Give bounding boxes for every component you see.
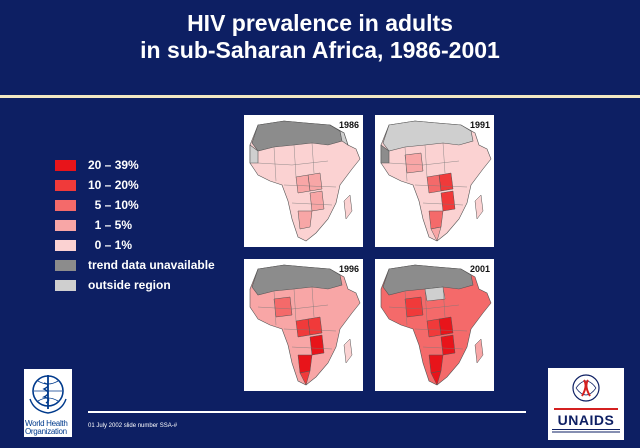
who-logo-text: World Health Organization — [24, 420, 72, 436]
legend-label: 0 – 1% — [88, 238, 133, 252]
map-1986: 1986 — [244, 115, 363, 247]
legend-item-1-5: 1 – 5% — [55, 215, 215, 235]
africa-map-1991 — [380, 120, 492, 242]
title-line-1: HIV prevalence in adults — [187, 10, 453, 36]
legend-swatch — [55, 279, 76, 291]
africa-map-1986 — [246, 117, 362, 242]
legend-item-0-1: 0 – 1% — [55, 235, 215, 255]
legend: 20 – 39% 10 – 20% 5 – 10% 1 – 5% 0 – 1% … — [55, 155, 215, 295]
legend-label: 10 – 20% — [88, 178, 139, 192]
title-line-2: in sub-Saharan Africa, 1986-2001 — [140, 37, 500, 63]
legend-item-10-20: 10 – 20% — [55, 175, 215, 195]
map-year-label: 1996 — [338, 264, 359, 274]
legend-swatch — [55, 179, 76, 191]
legend-label: 20 – 39% — [88, 158, 139, 172]
africa-map-1996 — [249, 264, 361, 386]
map-year-label: 1986 — [338, 120, 359, 130]
legend-swatch — [55, 259, 76, 271]
unaids-emblem-icon — [572, 374, 600, 402]
legend-item-unavailable: trend data unavailable — [55, 255, 215, 275]
title-divider — [0, 95, 640, 98]
legend-swatch — [55, 239, 76, 251]
unaids-subtext — [550, 428, 622, 435]
footer-divider — [88, 411, 526, 413]
who-name-line-1: World Health — [25, 419, 68, 428]
unaids-logo: UNAIDS — [548, 368, 624, 440]
slide-footnote: 01 July 2002 slide number SSA-# — [88, 423, 178, 429]
legend-label: trend data unavailable — [88, 258, 215, 272]
map-year-label: 1991 — [469, 120, 490, 130]
unaids-wordmark: UNAIDS — [557, 412, 615, 428]
map-2001: 2001 — [375, 259, 494, 391]
legend-swatch — [55, 219, 76, 231]
map-year-label: 2001 — [469, 264, 490, 274]
legend-label: outside region — [88, 278, 171, 292]
who-logo: World Health Organization — [24, 369, 72, 437]
legend-swatch — [55, 159, 76, 171]
legend-item-20-39: 20 – 39% — [55, 155, 215, 175]
legend-item-outside: outside region — [55, 275, 215, 295]
legend-label: 1 – 5% — [88, 218, 133, 232]
legend-item-5-10: 5 – 10% — [55, 195, 215, 215]
who-emblem-icon — [29, 375, 67, 414]
africa-map-2001 — [380, 264, 492, 386]
slide-title: HIV prevalence in adults in sub-Saharan … — [0, 10, 640, 64]
who-name-line-2: Organization — [25, 427, 67, 436]
legend-swatch — [55, 199, 76, 211]
unaids-small-print-icon — [552, 429, 620, 433]
legend-label: 5 – 10% — [88, 198, 139, 212]
unaids-red-bar — [554, 408, 618, 410]
map-1991: 1991 — [375, 115, 494, 247]
map-1996: 1996 — [244, 259, 363, 391]
